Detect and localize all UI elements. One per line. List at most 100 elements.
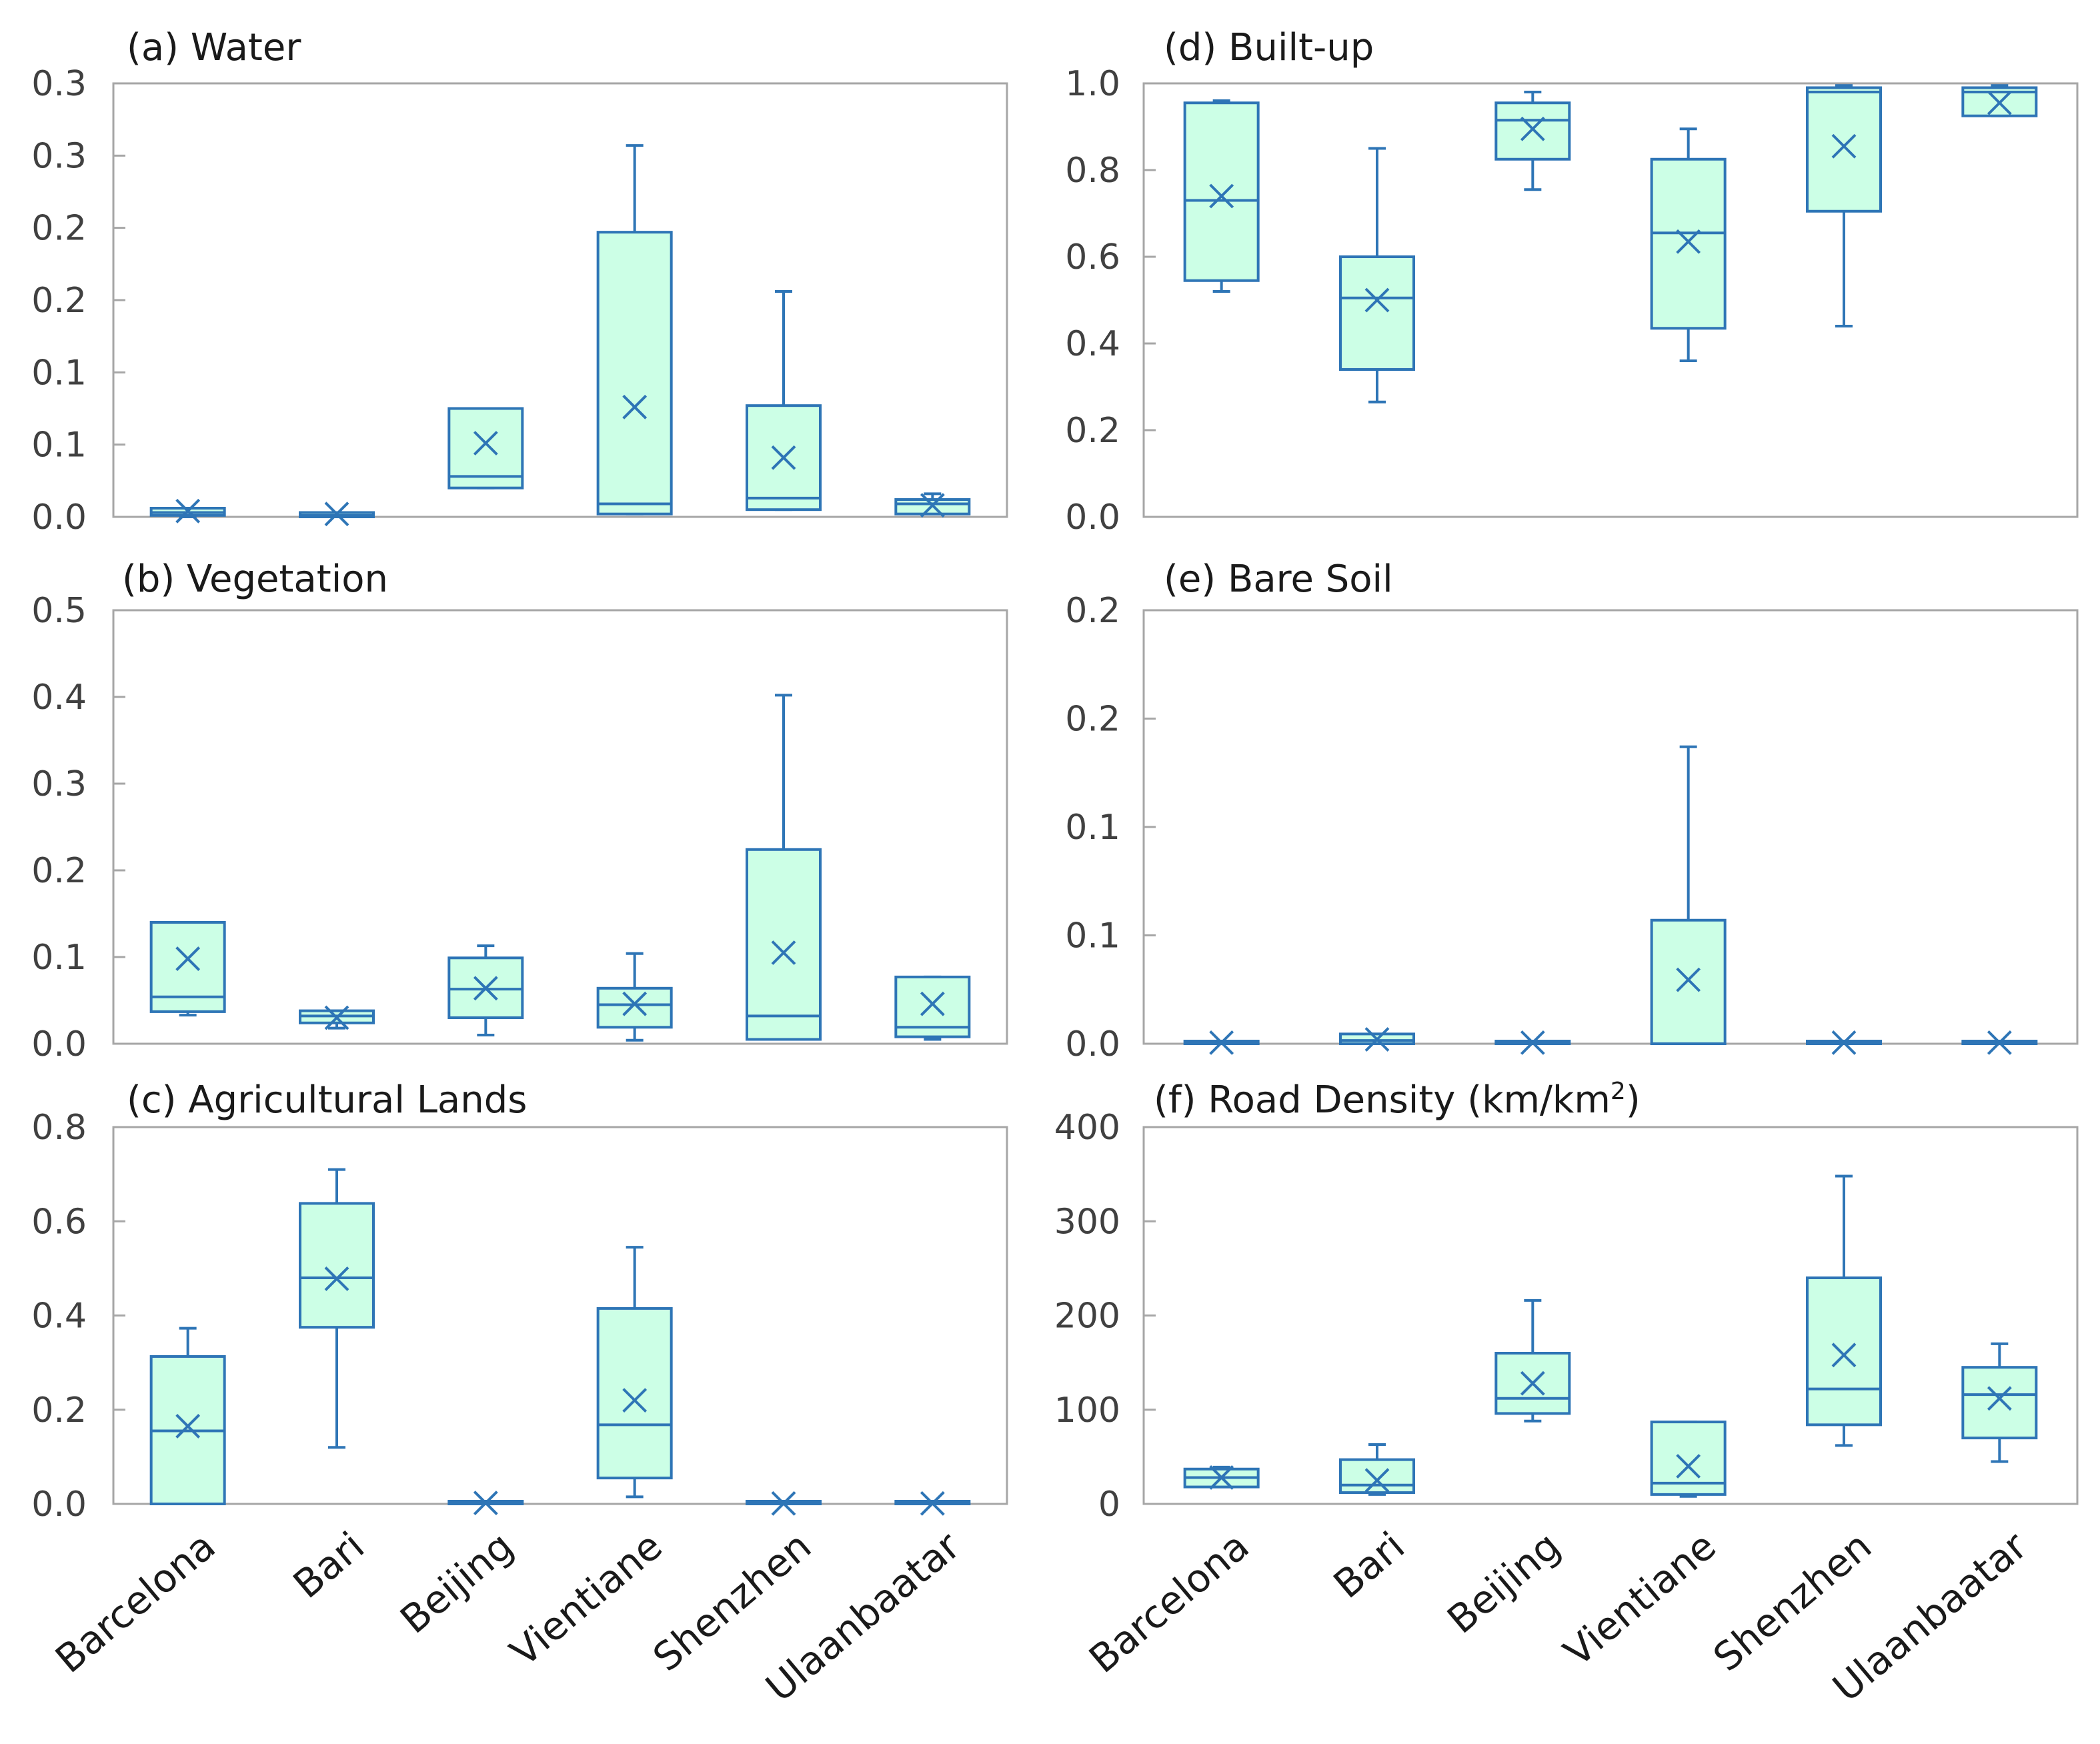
box-iqr [149,921,226,1013]
panel-title-water: (a) Water [127,26,301,69]
plot-frame-road [1142,1126,2079,1505]
box-vegetation-barcelona [149,921,226,1017]
x-category-label: Vientiane [501,1523,670,1675]
mean-marker [1520,116,1545,141]
y-tick-label: 0.6 [1065,237,1120,277]
box-iqr [1806,1276,1882,1427]
mean-marker [1987,90,2012,115]
y-tick-label: 0.8 [1065,151,1120,191]
box-road-beijing [1494,1298,1571,1423]
box-road-shenzhen [1806,1174,1882,1447]
y-tick-label: 0 [1098,1485,1120,1525]
box-agricultural-barcelona [149,1327,226,1505]
box-iqr [1961,1366,2038,1440]
title-end: ) [1626,1078,1641,1122]
box-road-ulaanbaatar [1961,1342,2038,1463]
y-tick-label: 0.1 [31,353,87,393]
box-road-barcelona [1183,1465,1260,1490]
box-agricultural-ulaanbaatar [894,1491,971,1516]
y-tick-label: 0.5 [31,591,87,631]
box-agricultural-beijing [447,1491,524,1516]
mean-marker [324,1005,349,1030]
box-builtup-bari [1339,147,1415,403]
y-tick-label: 0.1 [1065,916,1120,956]
mean-marker [473,431,498,456]
box-iqr [596,231,673,516]
x-category-label: Barcelona [1080,1523,1257,1682]
panel-title-road: (f) Road Density (km/km2) [1154,1078,1641,1122]
box-water-shenzhen [746,290,822,512]
box-water-ulaanbaatar [894,492,971,518]
mean-marker [1364,1468,1390,1493]
box-iqr [1806,86,1882,213]
panel-title-baresoil: (e) Bare Soil [1164,558,1393,601]
y-tick-label: 0.1 [31,425,87,466]
panel-builtup: (d) Built-up 0.0 0.2 0.4 0.6 0.8 1.0 [1065,26,2079,538]
mean-marker [920,1491,945,1516]
box-iqr [447,407,524,490]
box-builtup-ulaanbaatar [1961,84,2038,117]
box-builtup-vientiane [1650,127,1727,362]
y-tick-label: 0.4 [31,1296,87,1337]
box-baresoil-shenzhen [1806,1030,1882,1055]
box-iqr [1494,101,1571,161]
y-tick-label: 0.2 [1065,591,1120,631]
box-road-bari [1339,1443,1415,1496]
box-vegetation-beijing [447,944,524,1036]
y-tick-label: 0.3 [31,64,87,104]
y-tick-label: 0.2 [31,1391,87,1431]
panel-water: (a) Water 0.0 0.1 0.1 0.2 0.2 0.3 0.3 [31,26,1008,538]
x-category-label: Bari [1325,1523,1413,1607]
box-baresoil-barcelona [1183,1030,1260,1055]
panel-road: (f) Road Density (km/km2) 0 100 200 300 400 Ba… [1054,1078,2079,1711]
mean-marker [175,1414,201,1439]
box-builtup-barcelona [1183,99,1260,293]
mean-marker [473,1491,498,1516]
mean-marker [1209,1030,1234,1055]
mean-marker [771,1491,796,1516]
y-tick-label: 200 [1054,1296,1120,1337]
box-builtup-beijing [1494,91,1571,191]
y-tick-label: 300 [1054,1202,1120,1242]
y-tick-label: 400 [1054,1108,1120,1148]
y-tick-label: 0.1 [31,938,87,978]
mean-marker [622,394,648,419]
box-iqr [596,1306,673,1480]
plot-frame-baresoil [1142,609,2079,1045]
box-iqr [1650,157,1727,330]
y-tick-label: 100 [1054,1391,1120,1431]
mean-marker [622,1388,648,1413]
y-tick-label: 0.1 [1065,808,1120,848]
box-vegetation-shenzhen [746,694,822,1041]
box-baresoil-vientiane [1650,745,1727,1045]
plot-frame-agricultural [112,1126,1008,1505]
box-agricultural-shenzhen [746,1491,822,1516]
box-iqr [1339,1458,1415,1495]
y-tick-label: 0.0 [1065,1024,1120,1064]
mean-marker [771,445,796,470]
box-iqr [1650,918,1727,1045]
y-tick-label: 0.2 [1065,700,1120,740]
box-water-vientiane [596,144,673,516]
y-tick-label: 0.0 [1065,498,1120,538]
box-water-bari [299,502,375,527]
mean-marker [1676,229,1701,254]
box-builtup-shenzhen [1806,84,1882,327]
y-tick-label: 0.2 [31,281,87,321]
mean-marker [1520,1030,1545,1055]
mean-marker [473,976,498,1001]
x-category-label: Vientiane [1555,1523,1724,1675]
mean-marker [1987,1030,2012,1055]
mean-marker [920,493,945,518]
y-tick-label: 0.0 [31,1024,87,1064]
mean-marker [622,991,648,1016]
box-iqr [596,986,673,1029]
mean-marker [175,498,201,524]
y-tick-label: 0.4 [1065,324,1120,364]
x-category-label: Barcelona [47,1523,223,1682]
panel-title-builtup: (d) Built-up [1164,26,1374,69]
box-iqr [746,848,822,1041]
mean-marker [1676,967,1701,992]
mean-marker [1520,1371,1545,1396]
